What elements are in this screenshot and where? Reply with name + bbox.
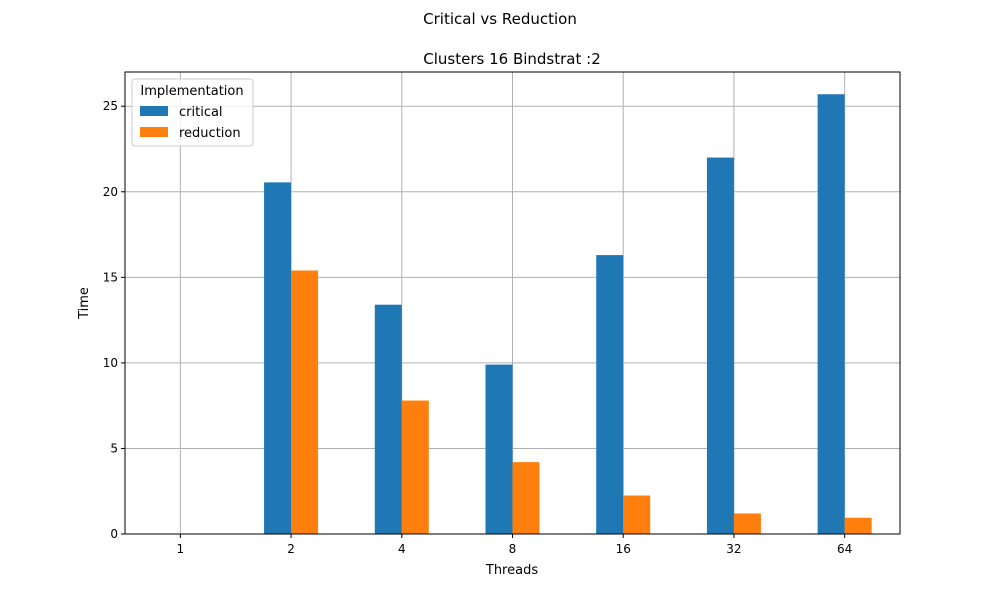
bar-reduction-4 bbox=[401, 400, 429, 534]
bar-reduction-64 bbox=[844, 517, 872, 534]
bar-reduction-8 bbox=[512, 462, 540, 534]
bars bbox=[264, 94, 872, 535]
x-tick-label: 8 bbox=[509, 542, 517, 556]
x-tick-label: 16 bbox=[616, 542, 631, 556]
y-axis-label: Time bbox=[77, 287, 92, 320]
bar-critical-8 bbox=[485, 364, 513, 534]
legend: Implementation critical reduction bbox=[131, 78, 254, 147]
y-tick-label: 25 bbox=[103, 99, 118, 113]
chart-title: Clusters 16 Bindstrat :2 bbox=[423, 50, 600, 68]
x-axis-label: Threads bbox=[485, 563, 538, 578]
legend-swatch-reduction bbox=[140, 127, 168, 137]
legend-label-critical: critical bbox=[179, 105, 223, 120]
bar-critical-16 bbox=[596, 255, 624, 535]
x-tick-label: 32 bbox=[726, 542, 741, 556]
y-tick-label: 0 bbox=[110, 527, 118, 541]
x-axis-ticks: 1 2 4 8 16 32 64 bbox=[177, 534, 852, 556]
y-tick-label: 15 bbox=[103, 270, 118, 284]
legend-title: Implementation bbox=[140, 84, 243, 99]
y-tick-label: 10 bbox=[103, 356, 118, 370]
legend-swatch-critical bbox=[140, 106, 168, 116]
chart-suptitle: Critical vs Reduction bbox=[423, 10, 577, 28]
y-tick-label: 20 bbox=[103, 185, 118, 199]
bar-reduction-16 bbox=[623, 495, 651, 534]
legend-items: critical reduction bbox=[140, 105, 241, 141]
legend-label-reduction: reduction bbox=[179, 126, 241, 141]
bar-critical-32 bbox=[706, 157, 734, 535]
bar-critical-64 bbox=[817, 94, 845, 534]
y-axis-ticks: 0 5 10 15 20 25 bbox=[103, 99, 125, 541]
x-tick-label: 1 bbox=[177, 542, 185, 556]
x-tick-label: 4 bbox=[398, 542, 406, 556]
bar-critical-4 bbox=[374, 304, 402, 534]
bar-reduction-2 bbox=[291, 270, 319, 534]
x-tick-label: 2 bbox=[287, 542, 295, 556]
bar-reduction-32 bbox=[733, 513, 761, 534]
x-tick-label: 64 bbox=[837, 542, 852, 556]
bar-critical-2 bbox=[264, 182, 292, 534]
y-tick-label: 5 bbox=[110, 441, 118, 455]
